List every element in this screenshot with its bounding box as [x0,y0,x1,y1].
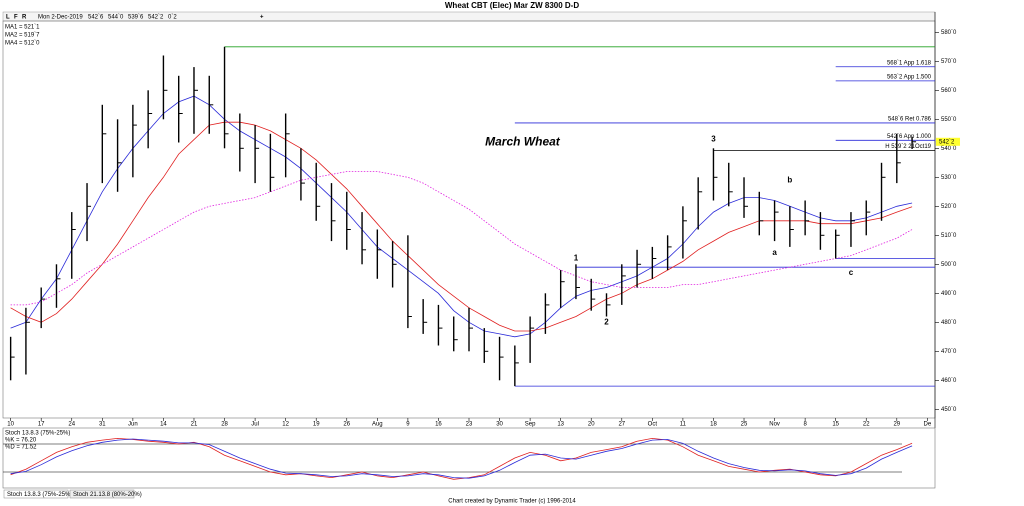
x-tick-label: 19 [313,422,320,428]
x-tick-label: 18 [710,422,717,428]
header-close: 542`2 [148,15,164,21]
x-tick-label: 10 [7,422,14,428]
annotation: c [849,268,854,277]
x-tick-label: Aug [372,422,383,428]
x-tick-label: Sep [525,422,536,428]
x-tick-label: 30 [496,422,503,428]
tab[interactable] [69,489,135,499]
moving-average [10,171,913,306]
ma-legend: MA1 = 521`1 [5,25,40,31]
x-tick-label: 21 [191,422,198,428]
x-tick-label: 20 [588,422,595,428]
last-price-box [936,137,960,146]
moving-average [10,95,913,338]
annotation: 2 [604,317,609,326]
x-tick-label: 25 [741,422,748,428]
tab[interactable] [3,489,69,499]
y-tick-label: 580`0 [941,30,957,36]
x-tick-label: 11 [680,422,687,428]
y-tick-label: 530`0 [941,175,957,181]
header-high: 544`0 [108,15,124,21]
stoch-legend: %D = 71.52 [5,445,37,451]
x-tick-label: 12 [282,422,289,428]
stoch-legend: %K = 76.20 [5,438,37,444]
annotation: March Wheat [485,135,561,149]
annotation: 3 [711,135,716,144]
annotation: a [772,248,777,257]
x-tick-label: 31 [99,422,106,428]
y-tick-label: 540`0 [941,146,957,152]
x-tick-label: 14 [160,422,167,428]
tab-label[interactable]: Stoch 13.8.3 (75%-25%) [7,492,72,498]
stoch-title: Stoch 13.8.3 (75%-25%) [5,431,70,437]
y-tick-label: 560`0 [941,88,957,94]
header-flag[interactable]: F [14,15,18,21]
annotation: b [787,175,792,184]
x-tick-label: 27 [618,422,625,428]
stoch-line [10,437,913,480]
x-tick-label: 15 [832,422,839,428]
x-tick-label: 29 [893,422,900,428]
x-tick-label: Jun [128,422,138,428]
x-tick-label: 24 [68,422,75,428]
x-tick-label: 26 [343,422,350,428]
y-tick-label: 490`0 [941,291,957,297]
y-tick-label: 510`0 [941,233,957,239]
header-change: 0`2 [168,15,177,21]
tab-label[interactable]: Stoch 21.13.8 (80%-20%) [73,492,142,498]
header-flag[interactable]: R [22,15,27,21]
x-tick-label: 8 [803,422,807,428]
x-tick-label: 17 [38,422,45,428]
level-label: 548`6 Ret 0.786 [888,117,932,123]
y-tick-label: 500`0 [941,262,957,268]
footer: Chart created by Dynamic Trader (c) 1996… [448,499,576,505]
ma-legend: MA2 = 519`7 [5,33,40,39]
x-tick-label: 9 [406,422,410,428]
x-tick-label: De [924,422,932,428]
x-tick-label: 13 [557,422,564,428]
x-tick-label: 23 [466,422,473,428]
header-open: 542`6 [88,15,104,21]
x-tick-label: 28 [221,422,228,428]
header-low: 539`6 [128,15,144,21]
y-tick-label: 460`0 [941,378,957,384]
level-label: 568`1 App 1.618 [887,60,932,66]
level-label: H 539`2 21Oct19 [885,144,931,150]
level-label: 563`2 App 1.500 [887,74,932,80]
x-tick-label: 22 [863,422,870,428]
header-flag[interactable]: L [6,15,10,21]
header-date: Mon 2-Dec-2019 [38,15,83,21]
stoch-frame [2,427,936,489]
x-tick-label: Jul [251,422,259,428]
last-price-label: 542`2 [939,139,955,145]
y-tick-label: 550`0 [941,117,957,123]
x-tick-label: Oct [648,422,658,428]
ma-legend: MA4 = 512`0 [5,41,40,47]
chart-title: Wheat CBT (Elec) Mar ZW 8300 D-D [445,1,579,10]
level-label: 542`6 App 1.000 [887,134,932,140]
annotation: 1 [574,254,579,263]
x-tick-label: 16 [435,422,442,428]
y-tick-label: 480`0 [941,320,957,326]
stoch-line [10,438,913,479]
x-tick-label: Nov [769,422,780,428]
y-tick-label: 520`0 [941,204,957,210]
y-tick-label: 470`0 [941,349,957,355]
y-tick-label: 570`0 [941,59,957,65]
add-button[interactable]: + [260,15,264,21]
y-tick-label: 450`0 [941,407,957,413]
